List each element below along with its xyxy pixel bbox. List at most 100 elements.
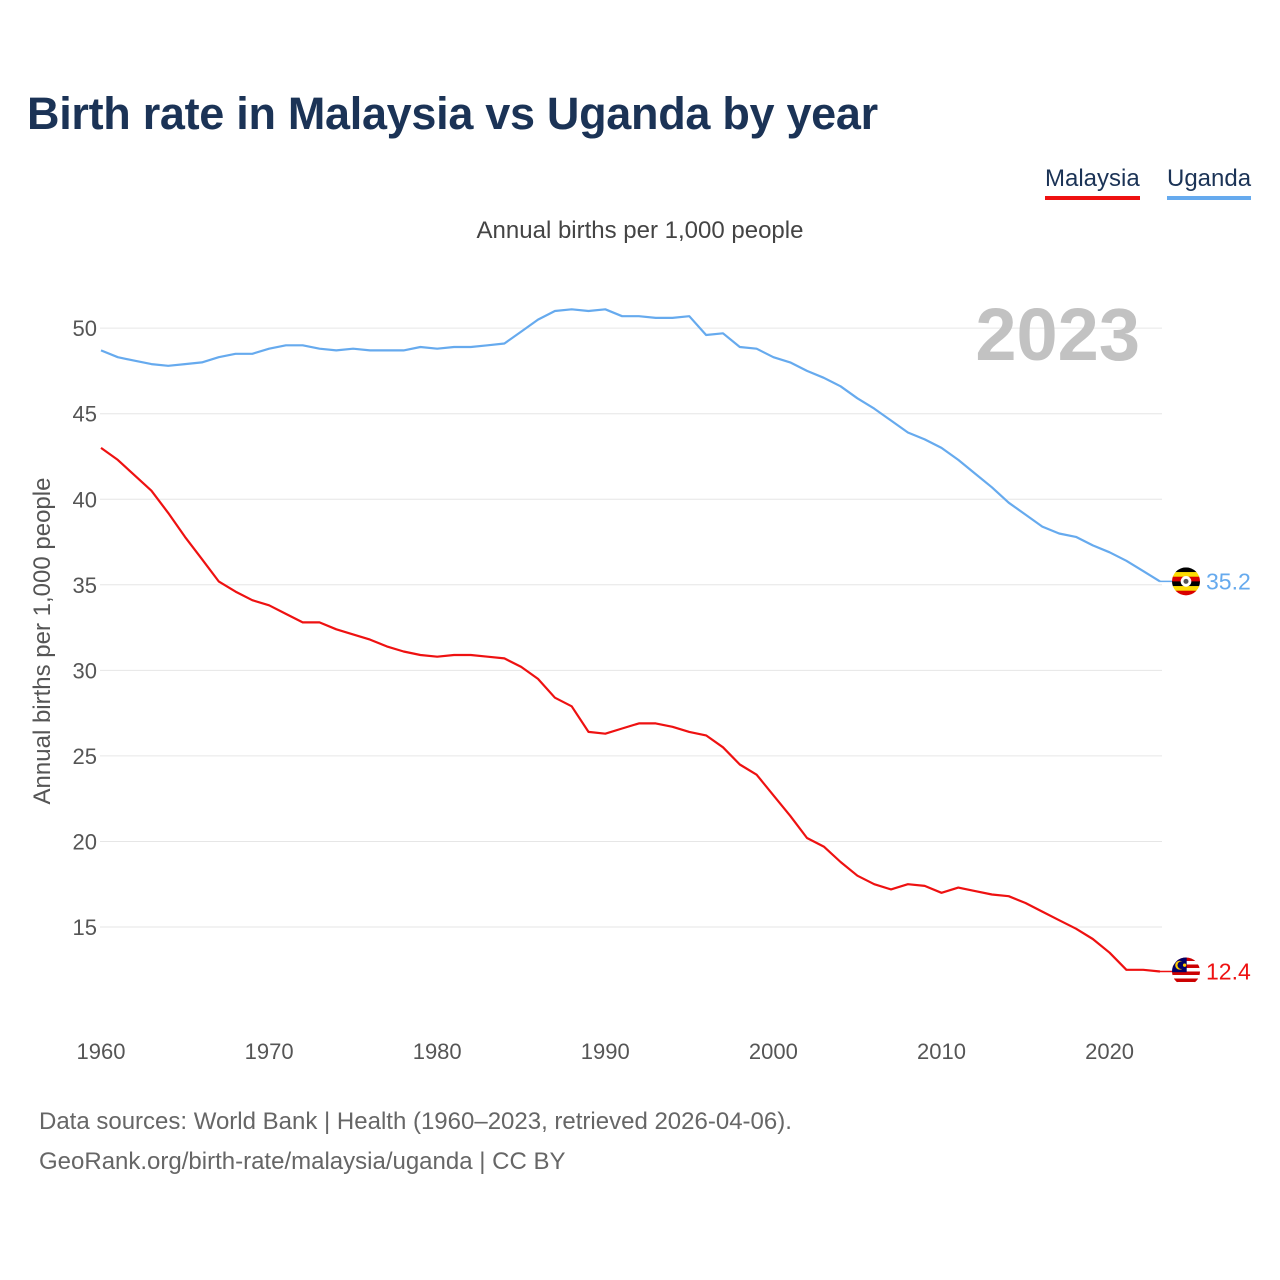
data-point-malaysia-1987 <box>554 697 556 699</box>
data-point-uganda-1990 <box>604 308 606 310</box>
data-point-malaysia-2013 <box>991 893 993 895</box>
data-point-uganda-1992 <box>638 315 640 317</box>
footer-source: Data sources: World Bank | Health (1960–… <box>39 1108 792 1135</box>
x-tick-label-1980: 1980 <box>413 1039 462 1064</box>
data-point-malaysia-1971 <box>285 613 287 615</box>
malaysia-flag-stripe <box>1172 978 1200 983</box>
uganda-flag-stripe <box>1172 572 1200 578</box>
uganda-flag-icon <box>1172 567 1200 596</box>
data-point-malaysia-1966 <box>201 558 203 560</box>
data-point-uganda-1985 <box>520 330 522 332</box>
data-point-malaysia-2020 <box>1108 951 1110 953</box>
data-point-malaysia-2002 <box>806 837 808 839</box>
legend-item-malaysia[interactable]: Malaysia <box>1045 165 1140 200</box>
data-point-malaysia-1993 <box>655 722 657 724</box>
data-point-uganda-2013 <box>991 486 993 488</box>
data-point-uganda-2019 <box>1092 544 1094 546</box>
data-point-uganda-1998 <box>739 346 741 348</box>
x-tick-label-2020: 2020 <box>1085 1039 1134 1064</box>
data-point-uganda-1970 <box>268 347 270 349</box>
data-point-malaysia-1970 <box>268 604 270 606</box>
data-point-malaysia-2019 <box>1092 938 1094 940</box>
data-point-uganda-1996 <box>705 334 707 336</box>
data-point-uganda-1980 <box>436 347 438 349</box>
data-point-uganda-1969 <box>251 353 253 355</box>
data-point-uganda-1965 <box>184 363 186 365</box>
data-point-uganda-1962 <box>133 359 135 361</box>
footer-attribution: GeoRank.org/birth-rate/malaysia/uganda |… <box>39 1148 566 1175</box>
data-point-uganda-2006 <box>873 407 875 409</box>
data-point-malaysia-1982 <box>470 654 472 656</box>
data-point-malaysia-2014 <box>1008 895 1010 897</box>
data-point-uganda-1987 <box>554 310 556 312</box>
uganda-flag-stripe <box>1172 586 1200 592</box>
data-point-malaysia-1999 <box>755 774 757 776</box>
x-tick-label-2000: 2000 <box>749 1039 798 1064</box>
data-point-uganda-1975 <box>352 347 354 349</box>
data-point-malaysia-2003 <box>823 845 825 847</box>
y-tick-label-15: 15 <box>73 915 97 940</box>
data-point-malaysia-1980 <box>436 655 438 657</box>
data-point-malaysia-2011 <box>957 886 959 888</box>
x-axis-ticks: 1960 1970 1980 1990 2000 2010 2020 <box>77 1039 1135 1064</box>
end-value-label-malaysia: 12.4 <box>1206 958 1251 984</box>
y-tick-label-30: 30 <box>73 658 97 683</box>
uganda-flag-body <box>1172 567 1200 596</box>
data-point-malaysia-1968 <box>234 590 236 592</box>
data-point-malaysia-1975 <box>352 633 354 635</box>
data-point-malaysia-1985 <box>520 666 522 668</box>
data-point-malaysia-2005 <box>856 874 858 876</box>
data-point-uganda-1991 <box>621 315 623 317</box>
data-point-malaysia-1964 <box>167 512 169 514</box>
data-point-malaysia-1986 <box>537 678 539 680</box>
data-point-malaysia-1991 <box>621 727 623 729</box>
x-tick-label-1960: 1960 <box>77 1039 126 1064</box>
y-axis-ticks: 15 20 25 30 35 40 45 50 <box>73 316 97 940</box>
series-line-uganda <box>100 308 1161 583</box>
uganda-flag-stripe <box>1172 567 1200 573</box>
chart-title: Birth rate in Malaysia vs Uganda by year <box>27 88 878 139</box>
data-point-uganda-1978 <box>402 349 404 351</box>
data-point-uganda-1994 <box>671 317 673 319</box>
data-point-uganda-2022 <box>1142 570 1144 572</box>
data-point-uganda-1977 <box>386 349 388 351</box>
malaysia-flag-stripe <box>1172 981 1200 986</box>
data-point-malaysia-1990 <box>604 732 606 734</box>
data-point-malaysia-2017 <box>1058 919 1060 921</box>
data-point-uganda-2008 <box>907 431 909 433</box>
data-point-malaysia-1978 <box>402 650 404 652</box>
data-point-malaysia-2021 <box>1125 969 1127 971</box>
data-point-uganda-2021 <box>1125 560 1127 562</box>
data-point-malaysia-1965 <box>184 536 186 538</box>
data-point-malaysia-1981 <box>453 654 455 656</box>
data-point-uganda-2001 <box>789 361 791 363</box>
data-point-uganda-2016 <box>1041 525 1043 527</box>
y-tick-label-40: 40 <box>73 487 97 512</box>
data-point-malaysia-2006 <box>873 883 875 885</box>
data-point-malaysia-1977 <box>386 645 388 647</box>
data-point-uganda-1960 <box>100 349 102 351</box>
data-point-malaysia-1992 <box>638 722 640 724</box>
data-point-uganda-2015 <box>1024 513 1026 515</box>
data-point-uganda-2009 <box>923 438 925 440</box>
data-point-malaysia-1960 <box>100 447 102 449</box>
data-point-uganda-1971 <box>285 344 287 346</box>
data-point-uganda-1989 <box>587 310 589 312</box>
data-point-uganda-1972 <box>302 344 304 346</box>
data-point-uganda-2003 <box>823 377 825 379</box>
malaysia-flag-star <box>1182 963 1187 967</box>
data-point-uganda-1997 <box>722 332 724 334</box>
data-point-uganda-1976 <box>369 349 371 351</box>
data-point-malaysia-2000 <box>772 794 774 796</box>
data-point-malaysia-1995 <box>688 731 690 733</box>
legend-item-uganda[interactable]: Uganda <box>1167 165 1252 200</box>
y-tick-label-35: 35 <box>73 573 97 598</box>
series-points-malaysia <box>100 447 1161 973</box>
data-point-uganda-1979 <box>419 346 421 348</box>
data-point-uganda-1964 <box>167 365 169 367</box>
data-point-malaysia-2009 <box>923 885 925 887</box>
data-point-uganda-2002 <box>806 370 808 372</box>
data-point-uganda-1995 <box>688 315 690 317</box>
y-axis-label: Annual births per 1,000 people <box>29 478 56 805</box>
